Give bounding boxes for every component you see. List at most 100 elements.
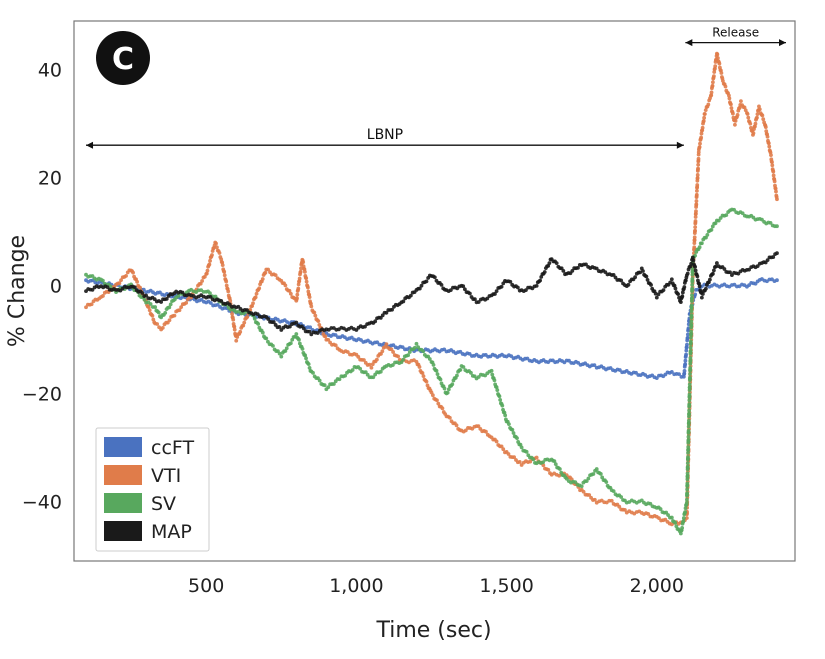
series-sv-point [378,369,383,374]
y-axis-ticks: 40 20 0 −20 −40 [22,60,62,514]
series-sv-point [689,329,693,334]
series-vti-point [210,253,214,257]
series-map-point [685,271,690,276]
series-vti-point [773,186,778,191]
series-vti-point [101,294,105,298]
series-map-point [432,275,437,280]
series-sv-point [688,339,693,344]
series-sv-point [271,343,275,348]
series-vti-point [117,281,122,286]
series-map-point [626,282,631,287]
legend-box [95,427,210,552]
series-vti-point [380,349,385,354]
series-vti-point [772,179,777,184]
series-vti-point [238,329,243,334]
series-sv-point [450,382,455,387]
series-vti-point [696,156,701,161]
series-map-point [633,275,638,280]
series-map-point [645,278,650,282]
series-vti-point [160,326,165,330]
series-vti-point [296,286,301,291]
series-map-point [462,287,467,292]
series-sv-point [300,347,305,351]
series-vti-point [440,406,445,411]
series-sv-point [294,332,299,336]
panel-badge-circle [96,31,150,85]
series-sv-point [687,402,692,407]
series-sv-point [412,345,417,350]
series-vti-point [546,467,551,472]
series-sv-point [611,489,616,494]
series-vti-point [309,304,314,309]
series-sv-point [494,385,499,390]
series-sv-point [343,373,348,378]
series-map-point [547,261,552,266]
series-map-point [669,277,674,282]
series-vti-point [296,282,301,287]
series-vti-point [737,105,742,110]
series-vti-point [417,365,422,369]
series-vti-point [447,415,452,420]
series-vti-point [288,291,293,296]
series-vti-point [119,278,123,283]
series-sv-point [680,525,685,530]
series-sv-point [101,278,105,283]
series-sv-point [252,316,257,321]
series-map-point [771,255,776,259]
series-map-point [638,270,643,275]
series-vti-point [735,113,740,117]
series-vti-point [214,241,218,246]
series-sv-point [167,305,172,310]
series-map-point [693,268,698,273]
series-map-point [132,285,137,290]
series-vti-point [696,166,700,171]
series-sv-point [435,372,440,377]
series-map-point [144,293,149,298]
series-vti-point [702,115,707,120]
series-map-point [619,278,624,283]
series-sv-point [686,451,690,455]
series-sv-point [531,457,536,462]
series-sv-point [358,366,363,371]
series-map-point [584,262,588,267]
series-vti-point [693,215,698,219]
series-sv-point [541,460,545,465]
series-ccft-point [682,368,687,373]
series-vti-point [699,131,704,136]
series-vti-point [761,117,766,122]
series-sv-point [688,349,693,354]
series-sv-point [288,341,293,346]
annotation-arrowhead-right [778,39,786,47]
series-sv-point [724,213,729,218]
series-map-point [159,300,164,304]
series-map-point [524,288,528,293]
series-sv-point [689,303,694,308]
series-vti-point [729,106,734,110]
series-vti-point [124,273,128,278]
series-map-point [641,269,645,273]
series-vti-point [177,308,182,313]
series-ccft-point [654,376,659,381]
series-map-point [419,283,424,288]
series-vti-point [421,374,426,379]
series-sv-point [690,293,694,298]
series-vti-point [534,455,539,460]
series-ccft-point [669,370,674,374]
series-vti-point [713,64,718,69]
annotation-arrowhead-left [685,39,693,47]
series-map-point [542,270,547,274]
series-vti-point [356,354,361,359]
series-vti-point [208,258,212,263]
series-sv-point [284,346,289,351]
series-sv-point [687,385,692,390]
series-vti-point [775,197,779,202]
series-sv-point [442,386,447,391]
series-vti-point [317,322,322,327]
series-map-point [680,290,685,295]
series-sv-point [446,387,451,392]
y-tick-label: −20 [22,384,62,406]
series-map-trace [84,251,779,337]
series-ccft-point [685,332,690,337]
series-vti-point [135,279,139,284]
series-vti-point [369,365,374,370]
